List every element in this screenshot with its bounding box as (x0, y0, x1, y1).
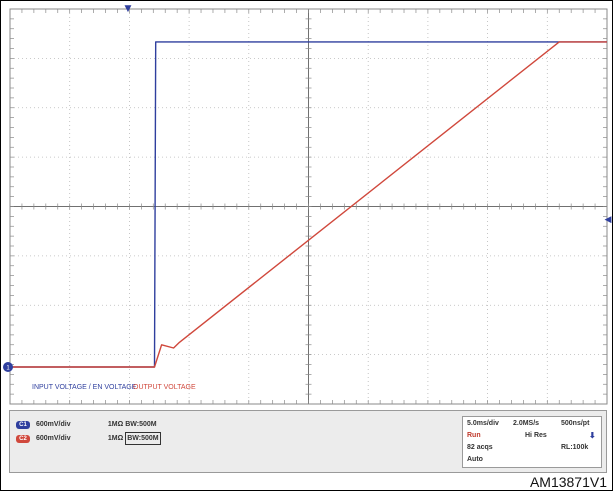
channel-1-scale: 600mV/div (35, 421, 71, 428)
trigger-mode[interactable]: Auto (467, 456, 483, 463)
traces (10, 41, 607, 368)
output-voltage-trace (10, 41, 607, 368)
channel-2-scale: 600mV/div (35, 435, 71, 442)
acquisition-count: 82 acqs (467, 444, 493, 451)
ground-marker-label: 1 (6, 366, 10, 372)
level-marker: ◀ (605, 215, 612, 225)
sample-rate: 2.0MS/s (513, 420, 540, 427)
markers: ▼ 1 ◀ (3, 4, 612, 372)
figure-id: AM13871V1 (529, 474, 607, 490)
channel-1-bandwidth: BW:500M (125, 421, 157, 428)
channel-2-row: C2 600mV/div 1MΩ BW:500M (16, 432, 216, 445)
channel-1-impedance: 1MΩ (107, 421, 124, 428)
oscilloscope-chart: ▼ 1 ◀ INPUT VOLTAGE / EN VOLTAGE OUTPUT … (3, 4, 612, 405)
channel-1-badge[interactable]: C1 (16, 420, 30, 429)
trigger-icon: ⬇ (589, 431, 596, 440)
run-state[interactable]: Run (467, 432, 481, 439)
status-bar: C1 600mV/div 1MΩ BW:500M C2 600mV/div 1M… (9, 410, 607, 473)
resolution: 500ns/pt (561, 420, 590, 427)
trigger-marker: ▼ (125, 4, 132, 14)
record-length: RL:100k (561, 444, 589, 451)
channel-2-bandwidth: BW:500M (125, 432, 161, 445)
timebase: 5.0ms/div (467, 420, 499, 427)
acquisition-mode: Hi Res (525, 432, 547, 439)
channel-1-row: C1 600mV/div 1MΩ BW:500M (16, 419, 216, 430)
ground-marker (3, 362, 13, 372)
acquisition-panel[interactable]: 5.0ms/div 2.0MS/s 500ns/pt Run Hi Res ⬇ … (462, 416, 602, 468)
grid (9, 8, 608, 405)
legend-input-voltage: INPUT VOLTAGE / EN VOLTAGE (32, 384, 137, 391)
legend-output-voltage: OUTPUT VOLTAGE (133, 384, 196, 391)
channel-2-impedance: 1MΩ (107, 435, 124, 442)
channel-2-badge[interactable]: C2 (16, 434, 30, 443)
